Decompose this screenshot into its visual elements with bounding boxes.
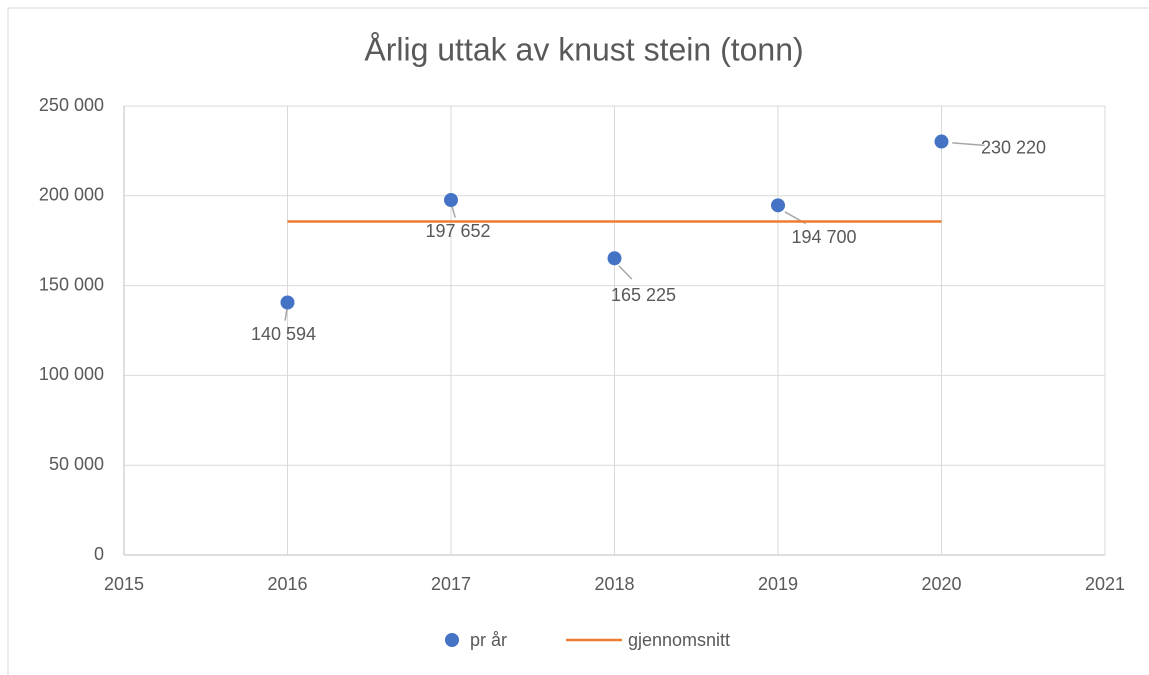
y-tick-label: 250 000	[39, 95, 104, 115]
point	[607, 251, 622, 266]
point	[934, 134, 949, 149]
chart-title: Årlig uttak av knust stein (tonn)	[364, 31, 803, 67]
point	[771, 198, 785, 213]
leader-line	[451, 206, 456, 218]
y-tick-label: 150 000	[39, 274, 104, 294]
x-tick-label: 2017	[431, 574, 471, 594]
x-tick-label: 2021	[1085, 574, 1125, 594]
y-tick-label: 100 000	[39, 364, 104, 384]
point	[444, 193, 458, 208]
y-tick-label: 0	[94, 544, 104, 564]
data-label: 165 225	[611, 285, 676, 305]
legend-label: gjennomsnitt	[628, 630, 730, 650]
x-tick-label: 2019	[758, 574, 798, 594]
y-tick-label: 200 000	[39, 185, 104, 205]
legend-label: pr år	[470, 630, 507, 650]
data-label: 194 700	[791, 227, 856, 247]
data-label: 230 220	[981, 137, 1046, 157]
x-tick-label: 2015	[104, 574, 144, 594]
y-tick-label: 50 000	[49, 454, 104, 474]
point	[280, 295, 295, 310]
legend-marker	[445, 633, 459, 647]
leader-line	[952, 142, 985, 147]
leader-line	[284, 308, 288, 321]
x-tick-label: 2020	[921, 574, 961, 594]
leader-line	[618, 265, 633, 280]
data-label: 140 594	[251, 324, 316, 344]
x-tick-label: 2016	[267, 574, 307, 594]
chart-border	[7, 7, 1149, 675]
data-label: 197 652	[425, 221, 490, 241]
x-tick-label: 2018	[594, 574, 634, 594]
